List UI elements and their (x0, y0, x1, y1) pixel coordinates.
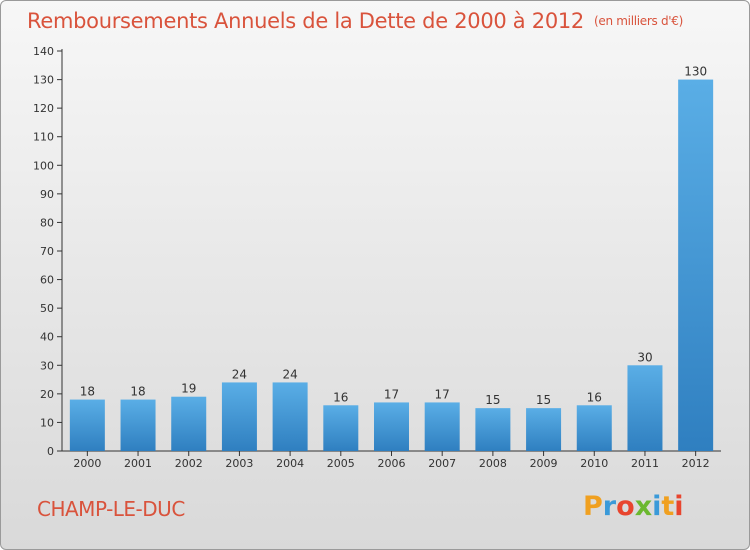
x-tick-label: 2002 (175, 457, 203, 470)
x-tick-label: 2000 (73, 457, 101, 470)
bar-2004 (272, 382, 308, 451)
y-tick-label: 70 (40, 245, 54, 258)
axes: 0 10 20 30 40 50 60 70 80 90 100 110 120 130 140 2000 20… (33, 45, 721, 470)
bar-2007 (424, 402, 460, 451)
data-label: 18 (130, 385, 145, 399)
chart-subtitle: (en milliers d'€) (594, 14, 684, 28)
x-tick-label: 2001 (124, 457, 152, 470)
y-tick-label: 100 (33, 159, 54, 172)
x-tick-label: 2012 (682, 457, 710, 470)
x-tick-label: 2008 (479, 457, 507, 470)
y-tick-label: 30 (40, 359, 54, 372)
y-tick-label: 80 (40, 216, 54, 229)
y-tick-label: 0 (47, 445, 54, 458)
chart-title-text: Remboursements Annuels de la Dette de 20… (27, 9, 584, 33)
bar-2009 (526, 408, 562, 451)
y-tick-label: 130 (33, 74, 54, 87)
data-label: 30 (637, 350, 652, 364)
y-tick-label: 90 (40, 188, 54, 201)
data-label: 130 (684, 65, 707, 79)
y-tick-label: 140 (33, 45, 54, 58)
x-tick-label: 2004 (276, 457, 304, 470)
bars (69, 79, 714, 452)
data-label: 24 (232, 367, 247, 381)
proxiti-logo: Proxiti (583, 491, 684, 522)
x-tick-label: 2007 (428, 457, 456, 470)
logo-letter: i (674, 491, 684, 522)
logo-letter: t (661, 491, 675, 522)
bar-2002 (171, 396, 207, 451)
bar-2012 (678, 79, 714, 452)
y-tick-label: 20 (40, 388, 54, 401)
bar-2000 (69, 399, 105, 451)
y-tick-label: 40 (40, 331, 54, 344)
bar-2003 (221, 382, 257, 451)
bar-2005 (323, 405, 359, 451)
commune-name: CHAMP-LE-DUC (37, 497, 185, 521)
data-labels: 18 18 19 24 24 16 17 17 15 15 16 30 130 (80, 65, 707, 408)
data-label: 19 (181, 382, 196, 396)
y-tick-label: 60 (40, 274, 54, 287)
y-tick-label: 110 (33, 131, 54, 144)
bar-2008 (475, 408, 511, 451)
data-label: 16 (333, 390, 348, 404)
logo-letter: P (583, 491, 603, 522)
data-label: 17 (435, 387, 450, 401)
logo-letter: r (602, 491, 617, 522)
y-tick-label: 10 (40, 416, 54, 429)
x-tick-label: 2011 (631, 457, 659, 470)
bar-2001 (120, 399, 156, 451)
logo-letter: o (616, 491, 635, 522)
data-label: 15 (536, 393, 551, 407)
data-label: 16 (587, 390, 602, 404)
data-label: 17 (384, 387, 399, 401)
logo-letter: i (652, 491, 662, 522)
chart-title: Remboursements Annuels de la Dette de 20… (27, 9, 683, 33)
logo-letter: x (634, 491, 653, 522)
x-tick-label: 2005 (327, 457, 355, 470)
data-label: 15 (485, 393, 500, 407)
bar-2011 (627, 365, 663, 451)
x-tick-label: 2010 (580, 457, 608, 470)
x-tick-label: 2009 (530, 457, 558, 470)
data-label: 24 (282, 367, 297, 381)
x-tick-label: 2003 (225, 457, 253, 470)
bar-2010 (576, 405, 612, 451)
y-tick-label: 50 (40, 302, 54, 315)
bar-2006 (374, 402, 409, 451)
y-tick-label: 120 (33, 102, 54, 115)
data-label: 18 (80, 385, 95, 399)
x-tick-label: 2006 (378, 457, 406, 470)
